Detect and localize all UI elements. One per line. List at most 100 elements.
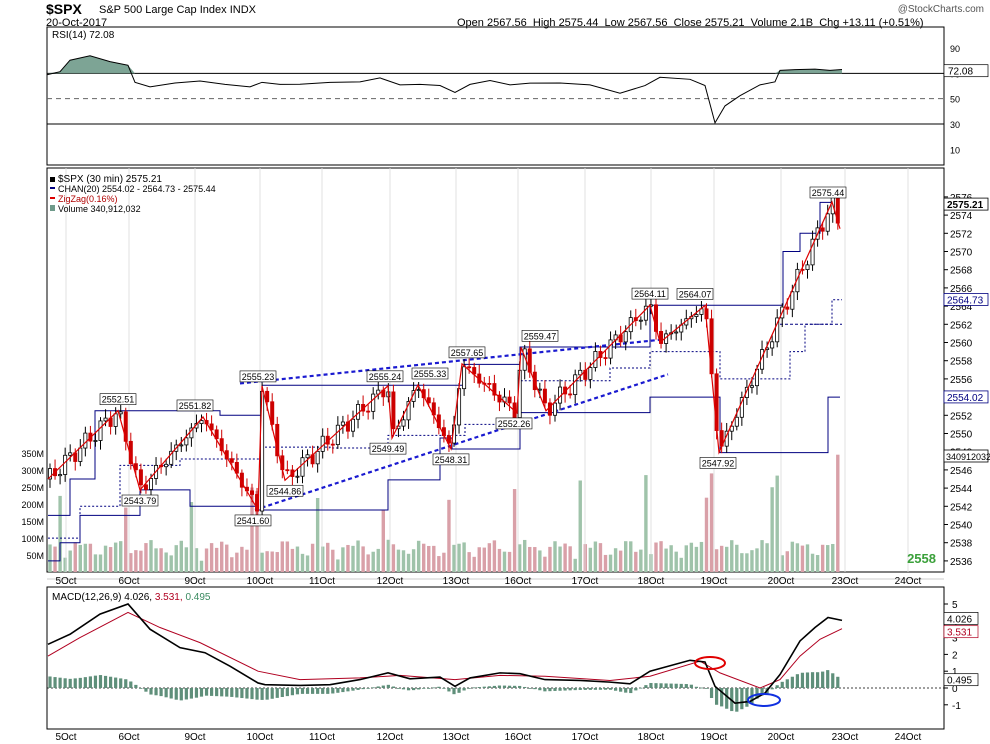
brand-watermark: @StockCharts.com bbox=[897, 4, 984, 15]
macd-hist-bar bbox=[295, 688, 300, 695]
candle-body bbox=[654, 304, 659, 332]
macd-hist-bar bbox=[442, 688, 446, 689]
macd-hist-bar bbox=[755, 688, 759, 699]
macd-hist-bar bbox=[608, 688, 613, 690]
volume-bar bbox=[245, 549, 249, 572]
macd-value-tag-box bbox=[943, 625, 979, 639]
macd-hist-bar bbox=[396, 688, 401, 689]
volume-bar bbox=[88, 543, 93, 572]
x-tick-label: 11Oct bbox=[309, 576, 335, 587]
candle-body bbox=[305, 454, 310, 459]
macd-hist-bar bbox=[53, 677, 57, 688]
macd-value-tag: 4.026 bbox=[947, 614, 972, 625]
volume-bar bbox=[568, 546, 572, 572]
price-tick-label: 2542 bbox=[950, 502, 973, 513]
macd-hist-bar bbox=[58, 677, 62, 688]
candle-body bbox=[148, 478, 153, 490]
candle-body bbox=[143, 484, 148, 490]
price-annotation-label: 2555.23 bbox=[242, 372, 275, 382]
macd-panel: MACD(12,26,9) 4.026, 3.531, 0.495 bbox=[47, 592, 944, 712]
macd-value-tag-box bbox=[943, 673, 979, 687]
volume-bar bbox=[810, 553, 815, 572]
x-tick-label: 20Oct bbox=[768, 576, 795, 587]
macd-hist-bar bbox=[775, 685, 779, 688]
candle-body bbox=[674, 331, 679, 334]
macd-hist-bar bbox=[134, 684, 138, 688]
price-panel: 2552.51 2543.79 2551.82 2541.60 2555.23 2544.… bbox=[47, 168, 936, 572]
volume-bar bbox=[270, 551, 274, 572]
candle-body bbox=[48, 468, 53, 480]
macd-lines bbox=[47, 603, 843, 704]
volume-bar bbox=[805, 544, 810, 572]
macd-hist-bar bbox=[48, 676, 52, 688]
volume-bar bbox=[583, 544, 587, 572]
volume-bar bbox=[578, 480, 582, 572]
volume-bar bbox=[98, 554, 103, 572]
macd-hist-bar bbox=[406, 688, 411, 691]
macd-hist-bar bbox=[68, 678, 72, 688]
macd-hist-bar bbox=[174, 688, 178, 700]
x-tick-label-bottom: 5Oct bbox=[55, 732, 76, 743]
macd-hist-bar bbox=[659, 683, 663, 688]
volume-bar bbox=[548, 546, 552, 572]
volume-value: 2.1B bbox=[790, 17, 814, 29]
macd-hist-bar bbox=[124, 679, 128, 688]
symbol-description: S&P 500 Large Cap Index INDX bbox=[99, 4, 256, 16]
candle-body bbox=[219, 438, 224, 452]
volume-bar bbox=[119, 541, 123, 572]
candle-body bbox=[123, 411, 128, 442]
volume-bar bbox=[719, 545, 724, 572]
channel-middle bbox=[48, 299, 842, 539]
candle-body bbox=[734, 416, 739, 427]
macd-hist-bar bbox=[164, 688, 168, 698]
volume-bar bbox=[482, 547, 486, 572]
price-annotation-box bbox=[448, 346, 486, 359]
candle-body bbox=[93, 440, 98, 442]
volume-bar bbox=[740, 553, 744, 572]
macd-hist-bar bbox=[578, 688, 582, 690]
macd-hist-bar bbox=[391, 686, 395, 688]
volume-bar bbox=[517, 544, 522, 572]
macd-hist-bar bbox=[366, 688, 370, 689]
legend-zigzag: ZigZag(0.16%) bbox=[58, 194, 118, 204]
volume-bar bbox=[573, 558, 577, 572]
symbol-title: $SPX bbox=[46, 1, 82, 17]
price-value-tag: 2554.02 bbox=[947, 393, 984, 404]
candle-body bbox=[446, 435, 451, 444]
candle-body bbox=[103, 417, 108, 422]
price-annotation-label: 2548.31 bbox=[435, 455, 468, 465]
candle-body bbox=[785, 306, 790, 310]
volume-bar bbox=[618, 550, 623, 572]
macd-hist-bar bbox=[98, 675, 103, 688]
price-annotation-label: 2552.26 bbox=[498, 419, 531, 429]
price-value-tag-box bbox=[943, 293, 989, 306]
macd-hist-bar bbox=[770, 688, 774, 690]
volume-bar bbox=[730, 540, 734, 572]
volume-bar bbox=[53, 546, 57, 572]
volume-bar bbox=[750, 550, 754, 572]
candle-body bbox=[739, 397, 744, 418]
x-tick-label-bottom: 19Oct bbox=[701, 732, 728, 743]
price-tick-label: 2552 bbox=[950, 411, 973, 422]
price-tick-label: 2566 bbox=[950, 284, 973, 295]
candle-body bbox=[68, 452, 73, 456]
volume-bar bbox=[725, 546, 729, 572]
volume-bar bbox=[593, 541, 598, 572]
macd-hist-bar bbox=[240, 688, 244, 699]
volume-tick-label: 250M bbox=[21, 483, 44, 493]
volume-bar bbox=[346, 544, 350, 572]
candle-body bbox=[492, 383, 497, 396]
candle-body bbox=[568, 393, 573, 396]
volume-bar bbox=[103, 545, 108, 572]
macd-hist-bar bbox=[639, 687, 643, 689]
candle-body bbox=[573, 374, 578, 396]
volume-tick-label: 350M bbox=[21, 449, 44, 459]
macd-hist-bar bbox=[603, 688, 608, 690]
volume-bar bbox=[644, 475, 648, 572]
volume-bar bbox=[220, 541, 224, 572]
volume-bar bbox=[664, 548, 668, 572]
macd-hist-bar bbox=[275, 688, 279, 698]
x-tick-label-bottom: 10Oct bbox=[247, 732, 274, 743]
price-annotation-box bbox=[234, 514, 272, 527]
macd-hist-bar bbox=[290, 688, 294, 696]
